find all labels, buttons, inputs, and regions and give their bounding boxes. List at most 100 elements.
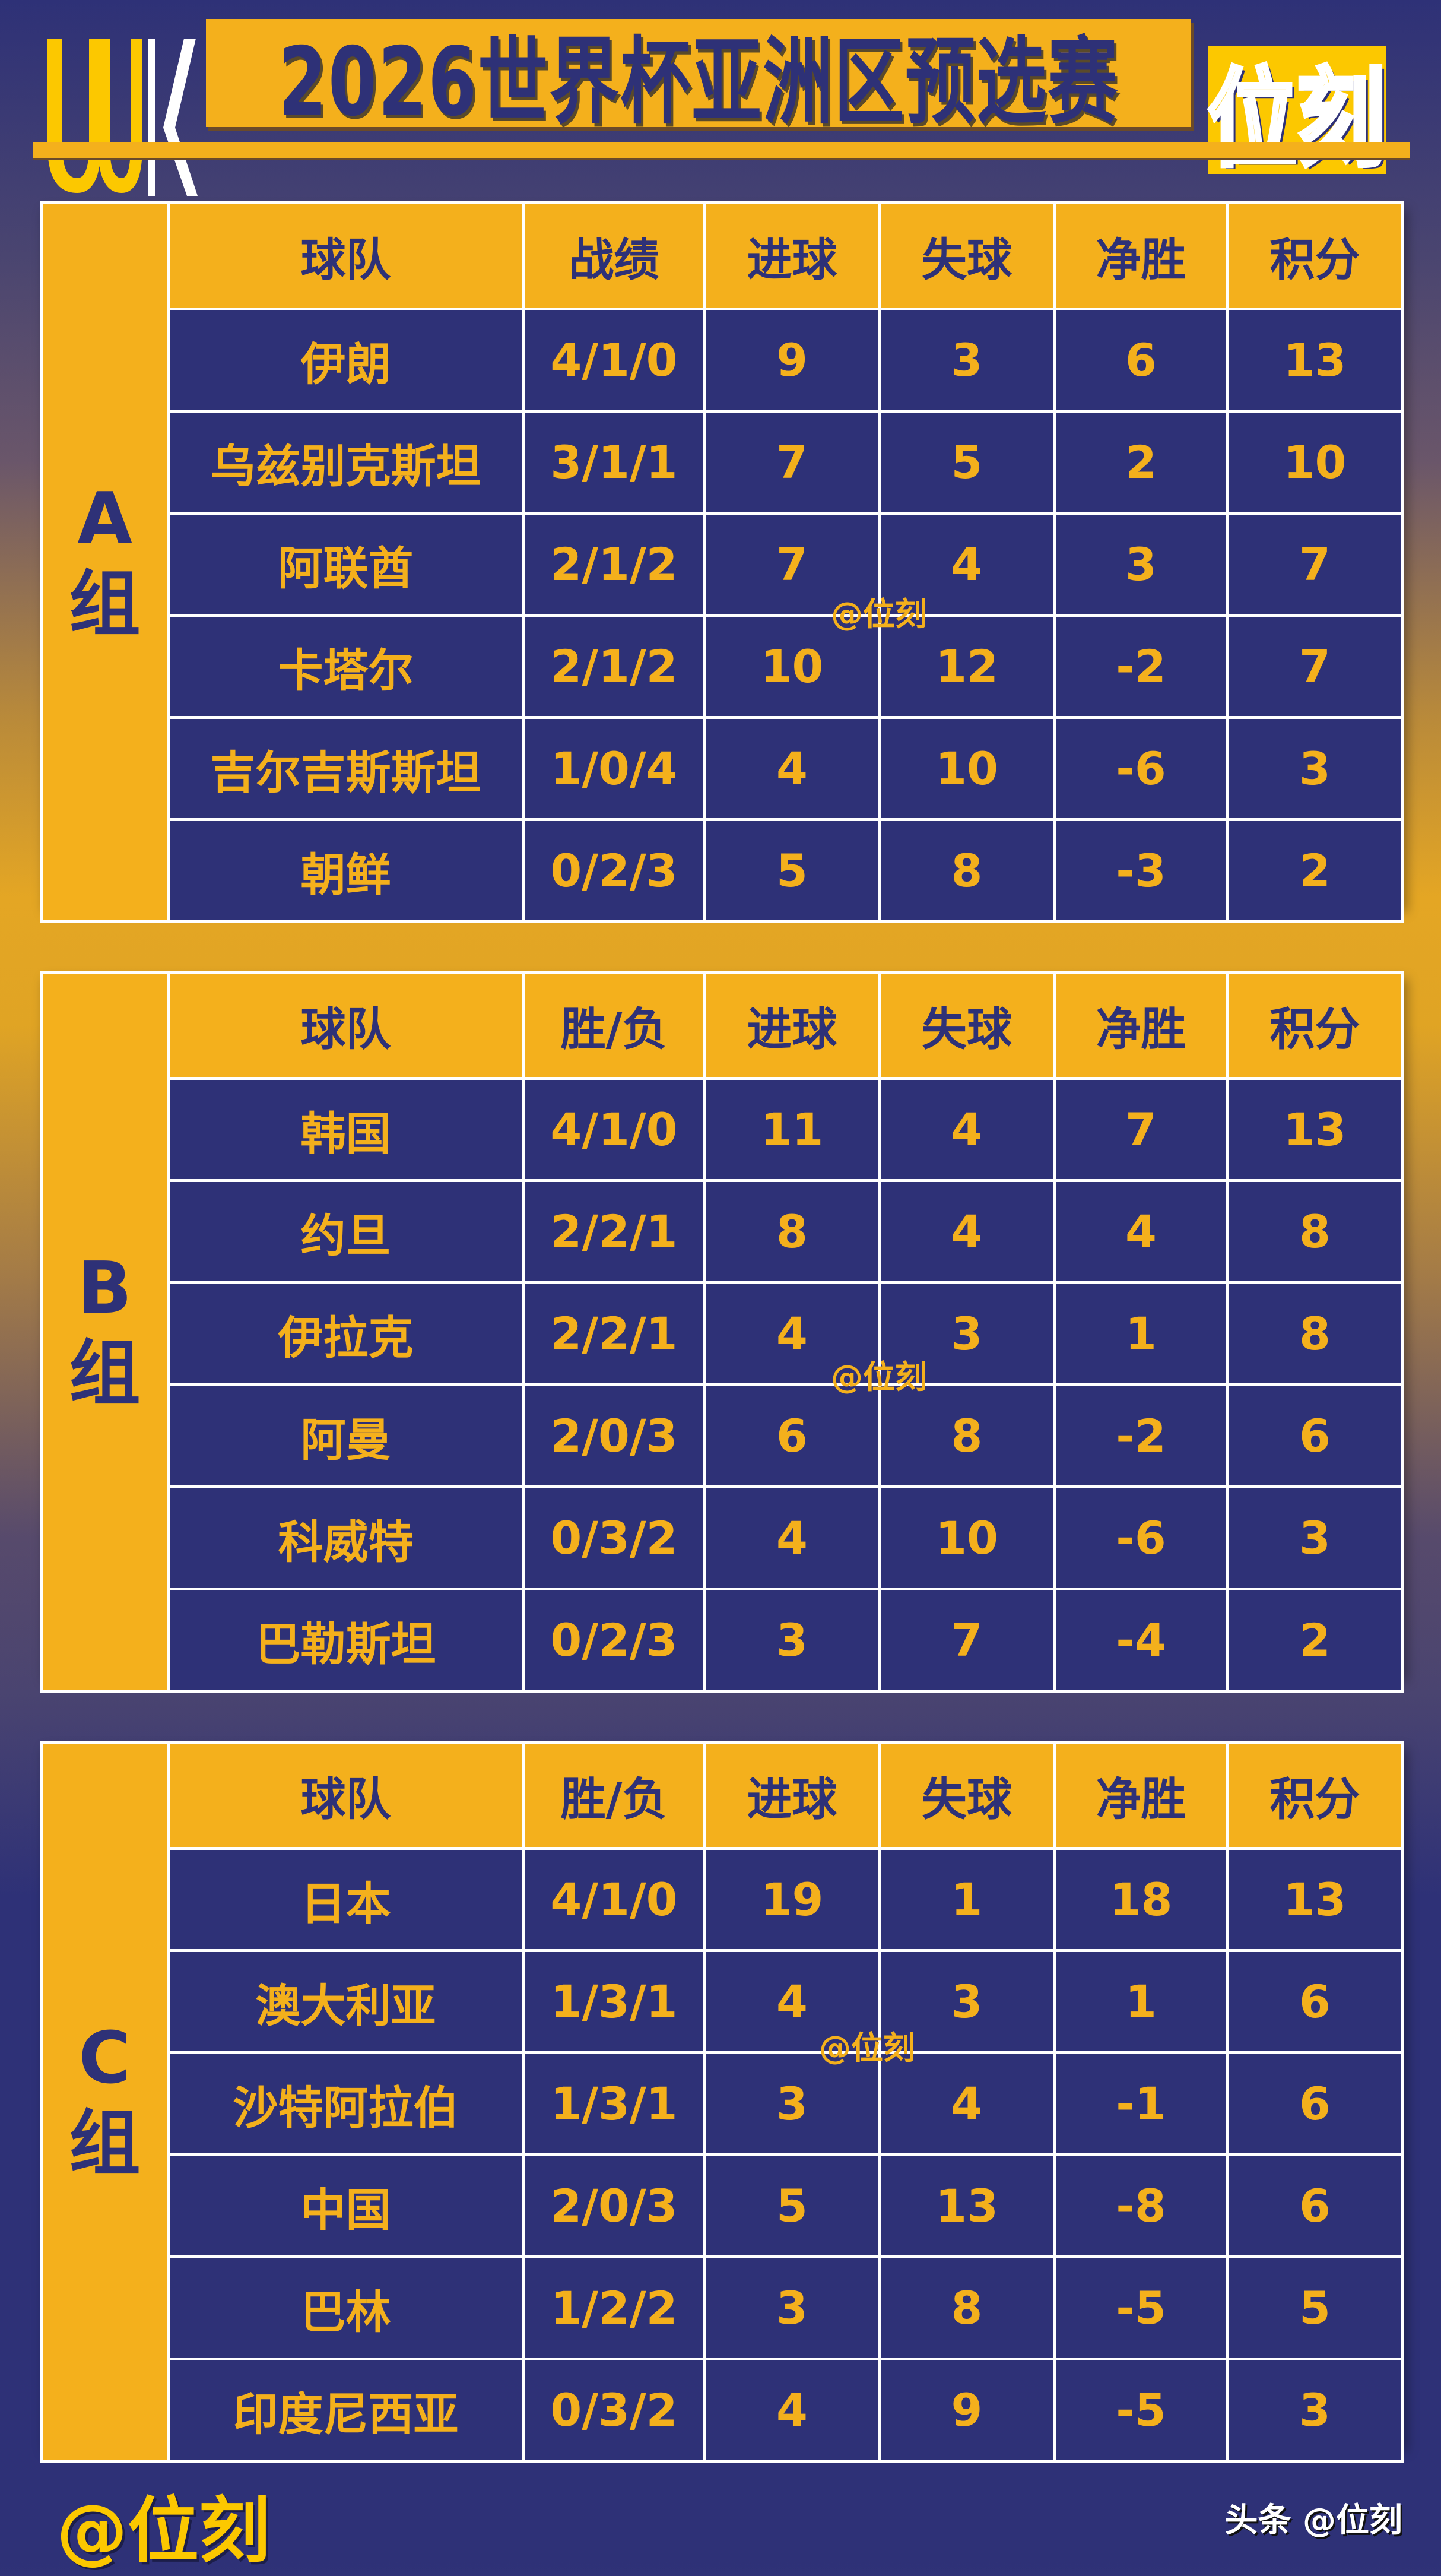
stat-cell: 4	[703, 1281, 881, 1386]
column-header: 积分	[1226, 1741, 1404, 1850]
stat-cell: 7	[1226, 614, 1404, 719]
stat-cell: -6	[1053, 1485, 1229, 1590]
stat-cell: 3	[703, 1588, 881, 1693]
stat-cell: 3	[703, 2255, 881, 2360]
stat-cell: 3	[703, 2051, 881, 2156]
title-banner: 2026世界杯亚洲区预选赛	[206, 19, 1191, 137]
header-row: A组 球队 战绩 进球 失球 净胜 积分	[40, 201, 1404, 923]
stat-cell: 10	[1226, 410, 1404, 515]
stat-cell: -4	[1053, 1588, 1229, 1693]
column-header: 进球	[703, 201, 881, 310]
column-header: 战绩	[522, 201, 706, 310]
stat-cell: 5	[703, 2153, 881, 2258]
stat-cell: 8	[878, 818, 1056, 923]
stat-cell: 12	[878, 614, 1056, 719]
table-row: 巴勒斯坦 0/2/3 3 7 -4 2	[42, 1588, 1404, 1693]
stat-cell: 2	[1226, 1588, 1404, 1693]
stat-cell: 7	[878, 1588, 1056, 1693]
team-name: 伊拉克	[167, 1281, 525, 1386]
column-header: 失球	[878, 971, 1056, 1080]
stat-cell: 13	[1226, 1847, 1404, 1952]
standings-table: C组 球队 胜/负 进球 失球 净胜 积分 日本 4/1/0 19 1 18 13 澳大利亚 1/3/1 4 3…	[40, 1741, 1404, 2463]
stat-cell: 8	[1226, 1281, 1404, 1386]
stat-cell: 4	[1053, 1179, 1229, 1284]
stat-cell: 4	[878, 512, 1056, 617]
standings-table: A组 球队 战绩 进球 失球 净胜 积分 伊朗 4/1/0 9 3 6 13 乌兹别克斯坦 3/1/1 7 5 2…	[40, 201, 1404, 923]
stat-cell: 4	[878, 1179, 1056, 1284]
page-title: 2026世界杯亚洲区预选赛	[278, 26, 1119, 137]
table-row: 伊朗 4/1/0 9 3 6 13	[42, 308, 1404, 413]
table-row: 朝鲜 0/2/3 5 8 -3 2	[42, 818, 1404, 923]
stat-cell: 3	[1226, 2358, 1404, 2463]
table-row: 沙特阿拉伯 1/3/1 3 4 -1 6	[42, 2051, 1404, 2156]
stat-cell: 2	[1226, 818, 1404, 923]
column-header: 失球	[878, 1741, 1056, 1850]
stat-cell: 2/1/2	[522, 512, 706, 617]
stat-cell: 18	[1053, 1847, 1229, 1952]
title-underline	[33, 142, 1410, 158]
table-row: 约旦 2/2/1 8 4 4 8	[42, 1179, 1404, 1284]
group-label: B组	[40, 971, 170, 1693]
uuk-logo	[47, 39, 198, 196]
stat-cell: 1/2/2	[522, 2255, 706, 2360]
column-header: 进球	[703, 971, 881, 1080]
stat-cell: -8	[1053, 2153, 1229, 2258]
stat-cell: 2	[1053, 410, 1229, 515]
column-header: 胜/负	[522, 971, 706, 1080]
stat-cell: 2/0/3	[522, 2153, 706, 2258]
stat-cell: 2/2/1	[522, 1281, 706, 1386]
team-name: 约旦	[167, 1179, 525, 1284]
stat-cell: 10	[703, 614, 881, 719]
stat-cell: 4	[703, 1949, 881, 2054]
team-name: 阿曼	[167, 1383, 525, 1488]
stat-cell: 5	[703, 818, 881, 923]
footer-source: 头条 @位刻	[1224, 2501, 1403, 2540]
stat-cell: 8	[703, 1179, 881, 1284]
team-name: 沙特阿拉伯	[167, 2051, 525, 2156]
stat-cell: -2	[1053, 1383, 1229, 1488]
stat-cell: 4	[878, 1077, 1056, 1182]
table-row: 韩国 4/1/0 11 4 7 13	[42, 1077, 1404, 1182]
stat-cell: 3	[1226, 1485, 1404, 1590]
stat-cell: 6	[703, 1383, 881, 1488]
stat-cell: -5	[1053, 2358, 1229, 2463]
table-row: 卡塔尔 2/1/2 10 12 -2 7	[42, 614, 1404, 719]
stat-cell: 11	[703, 1077, 881, 1182]
stat-cell: 1	[1053, 1281, 1229, 1386]
stat-cell: 7	[703, 512, 881, 617]
column-header: 球队	[167, 1741, 525, 1850]
stat-cell: 6	[1226, 2153, 1404, 2258]
stat-cell: 1/3/1	[522, 2051, 706, 2156]
stat-cell: 0/2/3	[522, 818, 706, 923]
table-row: 吉尔吉斯斯坦 1/0/4 4 10 -6 3	[42, 716, 1404, 821]
group-c-table: C组 球队 胜/负 进球 失球 净胜 积分 日本 4/1/0 19 1 18 13 澳大利亚 1/3/1 4 3…	[40, 1741, 1404, 2463]
stat-cell: 10	[878, 1485, 1056, 1590]
team-name: 巴勒斯坦	[167, 1588, 525, 1693]
standings-table: B组 球队 胜/负 进球 失球 净胜 积分 韩国 4/1/0 11 4 7 13 约旦 2/2/1 8 4 4 8 伊…	[40, 971, 1404, 1693]
stat-cell: 4/1/0	[522, 1847, 706, 1952]
team-name: 印度尼西亚	[167, 2358, 525, 2463]
team-name: 伊朗	[167, 308, 525, 413]
stat-cell: 8	[878, 1383, 1056, 1488]
table-row: 印度尼西亚 0/3/2 4 9 -5 3	[42, 2358, 1404, 2463]
group-label: A组	[40, 201, 170, 923]
stat-cell: 0/3/2	[522, 2358, 706, 2463]
stat-cell: 9	[878, 2358, 1056, 2463]
stat-cell: 7	[703, 410, 881, 515]
stat-cell: -5	[1053, 2255, 1229, 2360]
stat-cell: 3	[878, 1949, 1056, 2054]
team-name: 吉尔吉斯斯坦	[167, 716, 525, 821]
table-row: 日本 4/1/0 19 1 18 13	[42, 1847, 1404, 1952]
column-header: 球队	[167, 201, 525, 310]
stat-cell: 5	[1226, 2255, 1404, 2360]
header-row: C组 球队 胜/负 进球 失球 净胜 积分	[40, 1741, 1404, 2463]
stat-cell: 3/1/1	[522, 410, 706, 515]
column-header: 失球	[878, 201, 1056, 310]
stat-cell: 4/1/0	[522, 308, 706, 413]
stat-cell: 8	[878, 2255, 1056, 2360]
stat-cell: 0/3/2	[522, 1485, 706, 1590]
column-header: 净胜	[1053, 201, 1229, 310]
group-a-table: A组 球队 战绩 进球 失球 净胜 积分 伊朗 4/1/0 9 3 6 13 乌兹别克斯坦 3/1/1 7 5 2…	[40, 201, 1404, 923]
stat-cell: 6	[1226, 1383, 1404, 1488]
table-row: 澳大利亚 1/3/1 4 3 1 6	[42, 1949, 1404, 2054]
